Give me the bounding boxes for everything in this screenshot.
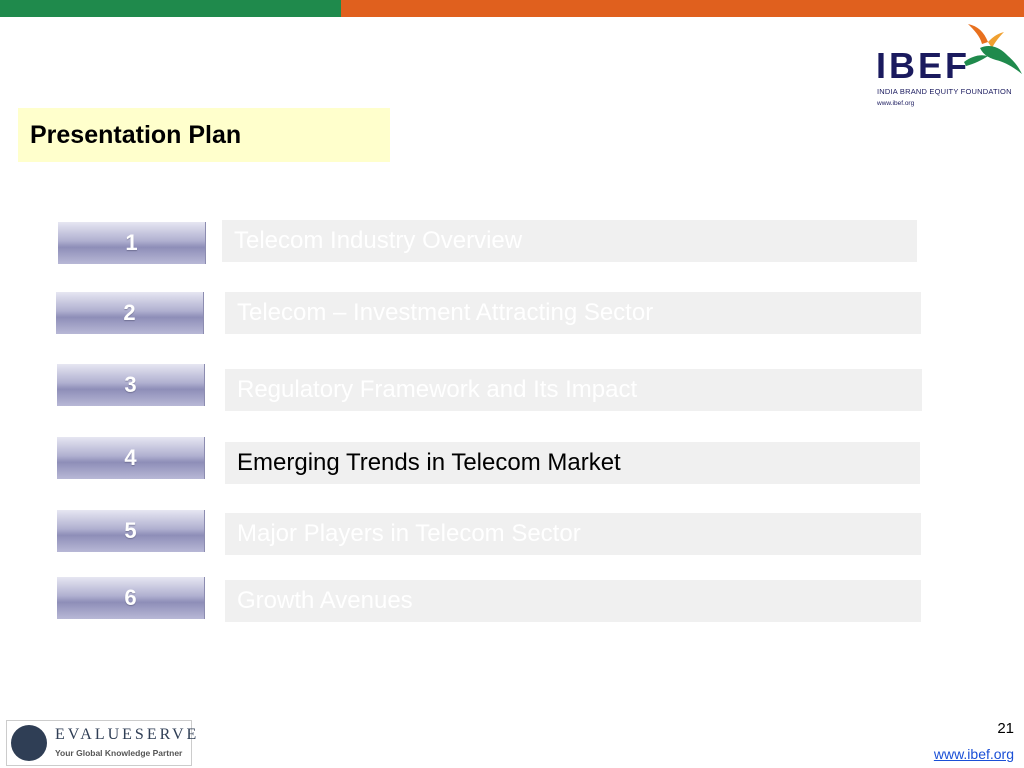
- agenda-number-5: 5: [57, 510, 205, 552]
- agenda-item-3: Regulatory Framework and Its Impact: [225, 369, 922, 411]
- evalueserve-emblem-icon: [11, 725, 47, 761]
- footer-link-ibef[interactable]: www.ibef.org: [933, 746, 1014, 762]
- agenda-item-1: Telecom Industry Overview: [222, 220, 917, 262]
- ibef-logo: IBEF INDIA BRAND EQUITY FOUNDATION www.i…: [876, 22, 1024, 110]
- header-orange-bar: [341, 0, 1024, 17]
- slide-title-box: Presentation Plan: [18, 108, 390, 162]
- agenda-number-2: 2: [56, 292, 204, 334]
- ibef-logo-word: IBEF: [876, 45, 971, 86]
- slide-title: Presentation Plan: [30, 120, 242, 149]
- agenda-item-5: Major Players in Telecom Sector: [225, 513, 921, 555]
- agenda-item-6: Growth Avenues: [225, 580, 921, 622]
- agenda-item-2: Telecom – Investment Attracting Sector: [225, 292, 921, 334]
- agenda-number-3: 3: [57, 364, 205, 406]
- bird-icon: [964, 24, 1022, 74]
- evalueserve-logo: EVALUESERVE Your Global Knowledge Partne…: [6, 720, 196, 766]
- agenda-number-1: 1: [58, 222, 206, 264]
- ibef-logo-url: www.ibef.org: [877, 100, 915, 107]
- evalueserve-logo-name: EVALUESERVE: [55, 726, 200, 743]
- agenda-item-4: Emerging Trends in Telecom Market: [225, 442, 920, 484]
- page-number: 21: [997, 720, 1014, 737]
- agenda-number-4: 4: [57, 437, 205, 479]
- ibef-logo-full-name: INDIA BRAND EQUITY FOUNDATION: [877, 87, 1012, 96]
- agenda-number-6: 6: [57, 577, 205, 619]
- evalueserve-logo-tagline: Your Global Knowledge Partner: [55, 748, 183, 758]
- header-green-bar: [0, 0, 341, 17]
